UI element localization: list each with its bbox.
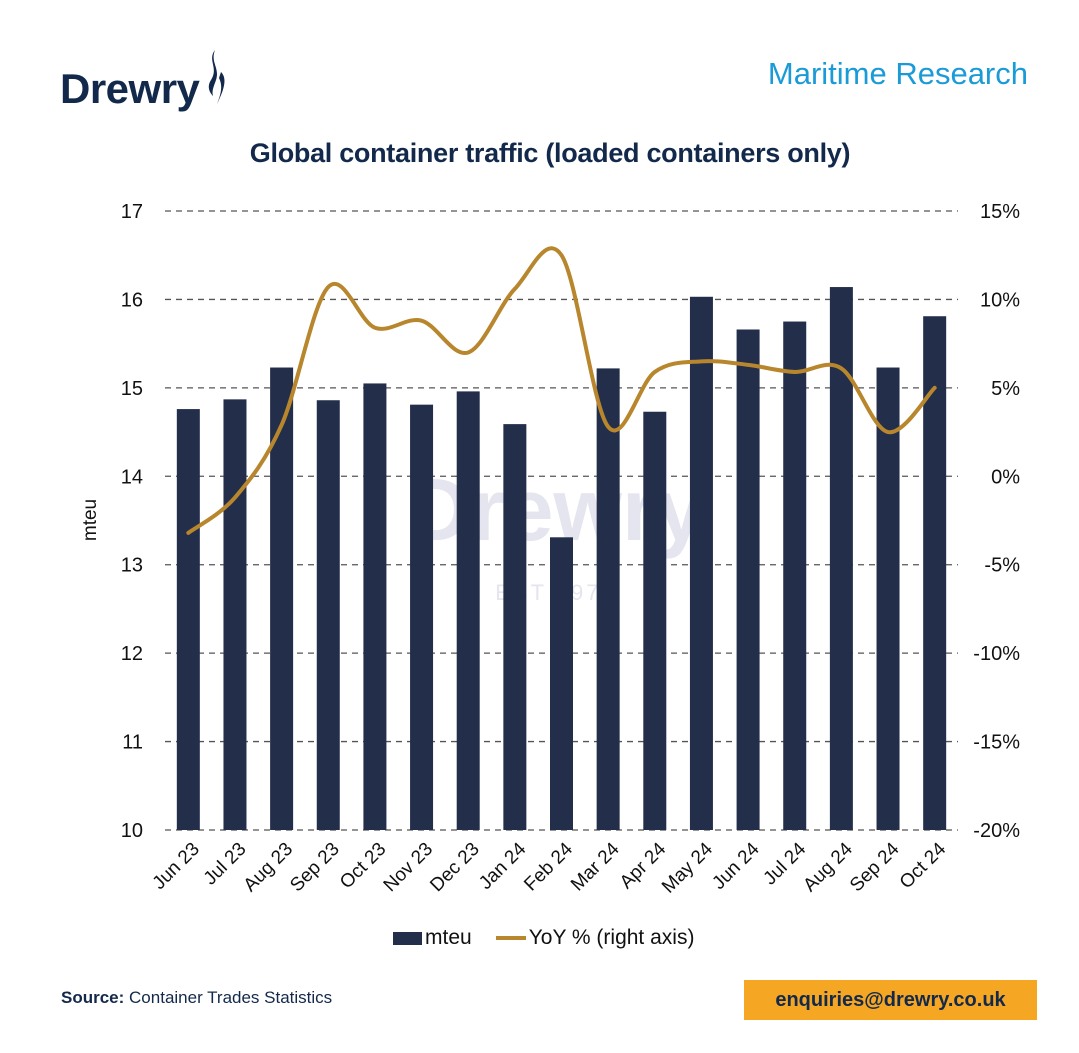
bar-jun-24 bbox=[736, 329, 760, 830]
bar-aug-23 bbox=[270, 367, 294, 830]
x-tick-label: Dec 23 bbox=[426, 839, 483, 896]
bar-oct-24 bbox=[923, 316, 947, 831]
x-tick-label: Aug 24 bbox=[799, 838, 857, 896]
y-tick-label: 12 bbox=[121, 643, 143, 665]
bar-feb-24 bbox=[550, 537, 573, 830]
legend: mteu YoY % (right axis) bbox=[393, 926, 694, 950]
x-tick-label: Jun 24 bbox=[708, 838, 763, 893]
flame-icon bbox=[209, 50, 225, 104]
brand-name: Drewry bbox=[60, 65, 200, 112]
y-tick-label: 15 bbox=[121, 378, 143, 400]
source-label: Source: bbox=[61, 988, 125, 1007]
x-tick-label: Oct 24 bbox=[896, 838, 951, 893]
x-tick-label: Jan 24 bbox=[475, 838, 530, 893]
y2-tick-label: 10% bbox=[980, 289, 1020, 311]
bar-apr-24 bbox=[643, 411, 667, 830]
source-note: Source: Container Trades Statistics bbox=[61, 988, 332, 1008]
x-tick-label: Jun 23 bbox=[149, 839, 204, 894]
y2-tick-label: -15% bbox=[973, 732, 1020, 754]
y2-tick-label: 5% bbox=[991, 378, 1020, 400]
x-tick-label: Aug 23 bbox=[240, 839, 297, 896]
bar-jul-23 bbox=[223, 399, 247, 830]
legend-line-swatch bbox=[495, 936, 526, 940]
y-tick-label: 13 bbox=[121, 555, 143, 577]
yoy-line bbox=[186, 246, 937, 535]
bar-dec-23 bbox=[456, 391, 480, 830]
y2-tick-label: -20% bbox=[973, 820, 1020, 842]
x-tick-label: Sep 23 bbox=[286, 839, 343, 896]
x-tick-label: Sep 24 bbox=[846, 838, 904, 896]
x-tick-label: Nov 23 bbox=[380, 839, 437, 896]
y2-tick-label: -10% bbox=[973, 643, 1020, 665]
drewry-logo: Drewry bbox=[60, 48, 229, 110]
bar-aug-24 bbox=[829, 287, 853, 830]
y-tick-label: 17 bbox=[121, 201, 143, 223]
bar-may-24 bbox=[689, 296, 713, 830]
x-tick-label: May 24 bbox=[658, 838, 717, 897]
source-text: Container Trades Statistics bbox=[129, 988, 333, 1007]
y-tick-label: 16 bbox=[121, 289, 143, 311]
section-title: Maritime Research bbox=[767, 56, 1028, 91]
legend-bar-swatch bbox=[393, 931, 422, 945]
bar-jul-24 bbox=[783, 321, 807, 830]
legend-label-yoy: YoY % (right axis) bbox=[528, 926, 695, 949]
email-link[interactable]: enquiries@drewry.co.uk bbox=[744, 980, 1037, 1020]
bar-mar-24 bbox=[596, 368, 620, 830]
bar-sep-23 bbox=[316, 400, 340, 830]
bar-jan-24 bbox=[503, 424, 527, 830]
x-tick-label: Feb 24 bbox=[520, 838, 577, 895]
y2-tick-label: 15% bbox=[980, 201, 1020, 223]
bar-jun-23 bbox=[176, 409, 200, 830]
y-axis-label: mteu bbox=[80, 499, 101, 541]
chart-title: Global container traffic (loaded contain… bbox=[249, 138, 851, 168]
bar-nov-23 bbox=[410, 404, 434, 830]
y-tick-label: 11 bbox=[122, 732, 143, 754]
y2-tick-label: -5% bbox=[984, 555, 1020, 577]
bar-sep-24 bbox=[876, 367, 900, 830]
bar-oct-23 bbox=[363, 383, 387, 830]
legend-label-mteu: mteu bbox=[425, 926, 472, 949]
y2-tick-label: 0% bbox=[991, 466, 1020, 488]
x-tick-label: Mar 24 bbox=[567, 838, 624, 895]
y-tick-label: 14 bbox=[121, 466, 143, 488]
y-tick-label: 10 bbox=[121, 820, 143, 842]
